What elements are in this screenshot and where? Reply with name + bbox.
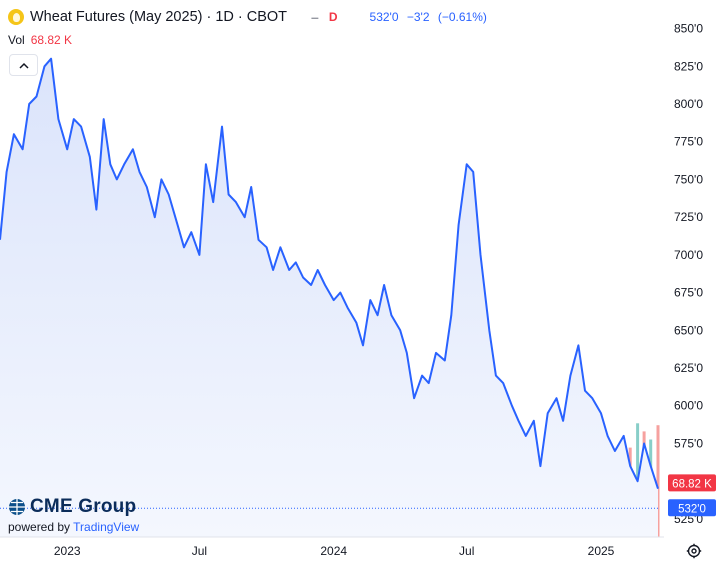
volume-value: 68.82 K	[30, 33, 73, 47]
price-change: −3'2	[406, 10, 430, 24]
price-tick-label: 675'0	[674, 286, 703, 300]
price-tick-label: 775'0	[674, 135, 703, 149]
last-price-tag: 532'0	[668, 499, 716, 517]
price-area	[0, 58, 658, 537]
price-tick-label: 650'0	[674, 323, 703, 337]
header-dash: –	[311, 9, 319, 25]
price-tick-label: 600'0	[674, 399, 703, 413]
price-axis[interactable]: 850'0 825'0 800'0 775'0 750'0 725'0 700'0 675'0…	[674, 22, 703, 526]
symbol-title[interactable]: Wheat Futures (May 2025) · 1D · CBOT	[30, 9, 288, 25]
price-tags: 68.82 K 532'0	[668, 474, 716, 517]
powered-by[interactable]: powered by TradingView	[8, 520, 139, 534]
price-tick-label: 750'0	[674, 172, 703, 186]
chart-header: Wheat Futures (May 2025) · 1D · CBOT – D…	[8, 6, 492, 28]
price-tick-label: 850'0	[674, 22, 703, 36]
price-tick-label: 825'0	[674, 59, 703, 73]
collapse-button[interactable]	[9, 54, 38, 76]
time-axis[interactable]: 2023 Jul 2024 Jul 2025	[54, 544, 615, 558]
time-tick-label: 2023	[54, 544, 81, 558]
powered-prefix: powered by	[8, 520, 71, 534]
price-tick-label: 725'0	[674, 210, 703, 224]
price-tick-label: 800'0	[674, 97, 703, 111]
price-line	[0, 57, 659, 490]
volume-tag: 68.82 K	[668, 474, 716, 492]
last-price-tag-text: 532'0	[678, 503, 706, 515]
price-tick-label: 700'0	[674, 248, 703, 262]
volume-bar	[656, 425, 660, 537]
brand-name: CME Group	[30, 496, 137, 517]
chevron-up-icon	[18, 62, 29, 69]
time-tick-label: Jul	[192, 544, 207, 558]
time-tick-label: 2025	[588, 544, 615, 558]
last-price: 532'0	[369, 10, 399, 24]
gear-icon[interactable]	[686, 543, 702, 559]
delayed-flag[interactable]: D	[328, 10, 338, 24]
volume-label: Vol	[8, 33, 25, 47]
time-tick-label: 2024	[320, 544, 347, 558]
powered-name[interactable]: TradingView	[73, 520, 140, 534]
price-tick-label: 625'0	[674, 361, 703, 375]
wheat-icon	[8, 9, 24, 25]
volume-legend: Vol 68.82 K	[8, 33, 72, 47]
brand-block: CME Group powered by TradingView	[8, 496, 139, 534]
price-tick-label: 575'0	[674, 437, 703, 451]
volume-tag-text: 68.82 K	[672, 478, 712, 490]
time-tick-label: Jul	[459, 544, 474, 558]
cme-globe-icon	[9, 499, 25, 515]
price-change-pct: (−0.61%)	[437, 10, 487, 24]
quote-summary: 532'0 −3'2 (−0.61%)	[370, 10, 492, 24]
